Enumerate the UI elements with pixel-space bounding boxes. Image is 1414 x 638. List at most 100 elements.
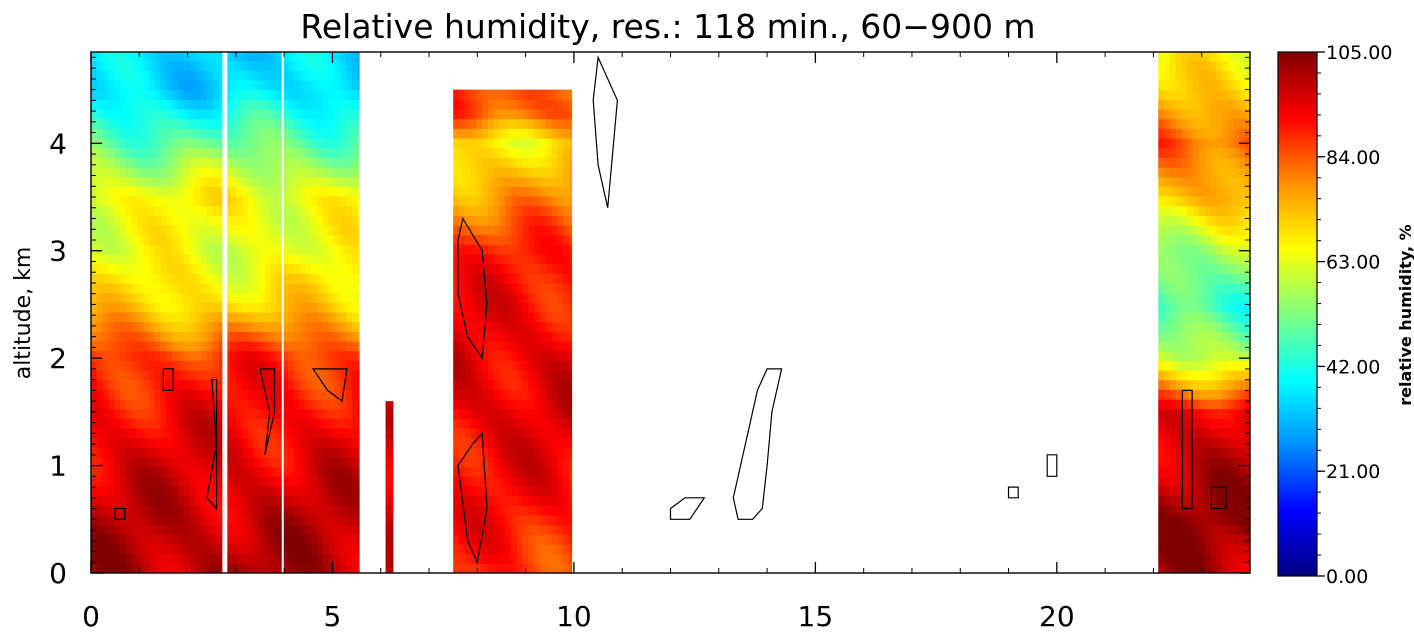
heat-cell — [1187, 253, 1194, 265]
heat-cell — [212, 302, 220, 313]
heat-cell — [340, 437, 347, 448]
heat-cell — [259, 157, 266, 168]
heat-cell — [270, 195, 278, 207]
heat-cell — [241, 263, 249, 274]
heat-cell — [1221, 215, 1229, 226]
heat-cell — [1227, 224, 1235, 236]
heat-cell — [160, 427, 167, 439]
heat-cell — [1216, 437, 1223, 448]
heat-cell — [172, 408, 179, 419]
heat-cell — [259, 398, 266, 410]
heat-cell — [195, 427, 202, 439]
heat-cell — [534, 234, 541, 245]
heat-cell — [534, 466, 541, 477]
heat-cell — [317, 157, 324, 168]
heat-cell — [1169, 389, 1177, 400]
heat-cell — [102, 447, 109, 458]
heat-cell — [154, 99, 162, 110]
heat-cell — [183, 437, 191, 448]
heat-cell — [322, 379, 330, 390]
heat-cell — [224, 79, 231, 91]
heat-cell — [270, 205, 278, 216]
heat-cell — [334, 485, 341, 497]
heat-cell — [1204, 389, 1212, 400]
heat-cell — [1187, 302, 1194, 313]
heat-cell — [545, 466, 553, 477]
heat-cell — [311, 427, 318, 439]
heat-cell — [1210, 215, 1217, 226]
heat-cell — [160, 544, 167, 555]
heat-cell — [96, 427, 104, 439]
heat-cell — [470, 398, 477, 410]
heat-cell — [334, 476, 341, 487]
heat-cell — [1245, 466, 1250, 477]
heat-cell — [499, 99, 506, 110]
heat-cell — [340, 398, 347, 410]
heat-cell — [1239, 89, 1246, 100]
heat-cell — [1233, 99, 1240, 110]
heat-cell — [253, 186, 260, 197]
heat-cell — [340, 157, 347, 168]
heat-cell — [230, 534, 237, 545]
heat-cell — [172, 70, 179, 81]
heat-cell — [528, 244, 535, 255]
heat-cell — [340, 524, 347, 535]
heat-cell — [357, 427, 360, 439]
heat-cell — [322, 485, 330, 497]
heat-cell — [160, 70, 167, 81]
heat-cell — [351, 321, 359, 332]
heat-cell — [276, 379, 283, 390]
heat-cell — [563, 408, 570, 419]
heat-cell — [311, 437, 318, 448]
heat-cell — [534, 99, 541, 110]
heat-cell — [476, 350, 483, 361]
heat-cell — [1204, 398, 1212, 410]
heat-cell — [183, 447, 191, 458]
heat-cell — [189, 524, 196, 535]
heat-cell — [177, 118, 185, 129]
heat-cell — [1169, 253, 1177, 265]
heat-cell — [540, 205, 547, 216]
heat-cell — [534, 157, 541, 168]
heat-cell — [235, 176, 243, 187]
heat-cell — [476, 505, 483, 516]
heat-cell — [458, 157, 466, 168]
heat-cell — [114, 534, 121, 545]
heat-cell — [1181, 176, 1188, 187]
heat-cell — [1175, 476, 1183, 487]
heat-cell — [282, 553, 289, 564]
heat-cell — [357, 195, 360, 207]
heat-cell — [516, 205, 524, 216]
heat-cell — [230, 244, 237, 255]
heat-cell — [276, 331, 283, 342]
heat-cell — [125, 466, 133, 477]
heat-cell — [322, 408, 330, 419]
heat-cell — [218, 273, 225, 284]
heat-cell — [201, 418, 208, 429]
heat-cell — [148, 340, 156, 352]
heat-cell — [328, 553, 335, 564]
heat-cell — [131, 340, 138, 352]
heat-cell — [148, 273, 156, 284]
heat-cell — [137, 389, 144, 400]
heat-cell — [493, 418, 501, 429]
heat-cell — [317, 427, 324, 439]
heat-cell — [1175, 176, 1183, 187]
heat-cell — [545, 321, 553, 332]
heat-cell — [195, 340, 202, 352]
heat-cell — [137, 524, 144, 535]
heat-cell — [1233, 195, 1240, 207]
heat-cell — [230, 408, 237, 419]
heat-cell — [1210, 157, 1217, 168]
heat-cell — [328, 137, 335, 149]
heat-cell — [505, 147, 512, 158]
heat-cell — [334, 273, 341, 284]
colorbar-tick-label: 84.00 — [1326, 147, 1380, 169]
heat-cell — [322, 157, 330, 168]
heat-cell — [511, 418, 518, 429]
heat-cell — [270, 147, 278, 158]
heat-cell — [189, 205, 196, 216]
heat-cell — [545, 418, 553, 429]
heat-cell — [125, 253, 133, 265]
heat-cell — [1164, 166, 1171, 178]
